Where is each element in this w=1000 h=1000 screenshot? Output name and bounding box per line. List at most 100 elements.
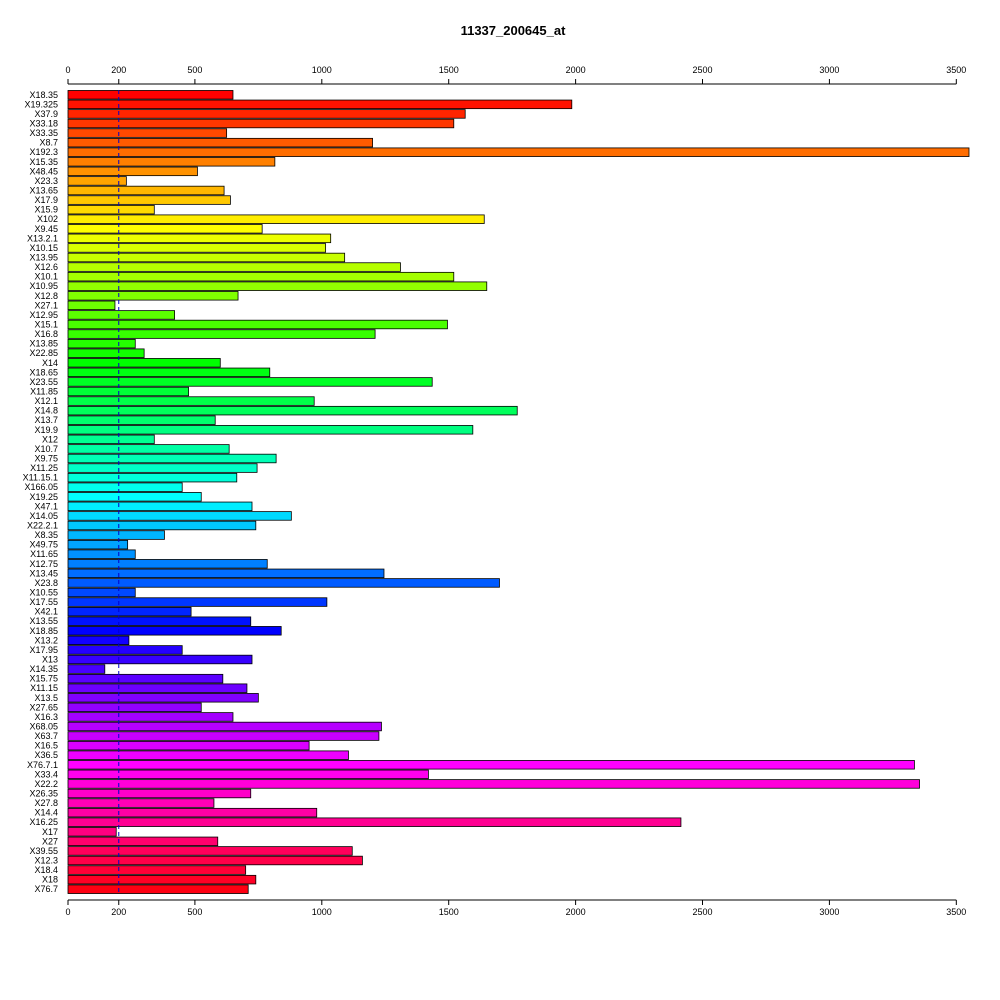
category-label: X12.6 xyxy=(34,262,58,272)
bottom-tick-label: 0 xyxy=(65,907,70,917)
bar xyxy=(67,367,271,378)
category-label: X15.1 xyxy=(34,320,58,330)
bottom-tick-label: 2000 xyxy=(566,907,586,917)
category-label: X27 xyxy=(42,836,58,846)
category-label: X17.9 xyxy=(34,195,58,205)
bar xyxy=(67,415,216,425)
category-label: X18 xyxy=(42,875,58,885)
category-label: X22.2.1 xyxy=(27,521,58,531)
bar xyxy=(67,664,106,674)
category-label: X14.05 xyxy=(29,511,58,521)
category-label: X13.2.1 xyxy=(27,233,58,243)
bar xyxy=(67,99,573,110)
category-label: X11.15 xyxy=(30,683,58,693)
top-tick-label: 2500 xyxy=(692,65,712,75)
bar xyxy=(67,750,349,760)
bottom-tick-label: 3500 xyxy=(946,907,966,917)
bar xyxy=(67,616,252,626)
bar xyxy=(67,807,318,818)
bar xyxy=(67,597,328,607)
bar xyxy=(67,243,327,253)
category-label: X11.85 xyxy=(30,387,58,397)
category-label: X13.45 xyxy=(29,568,58,578)
top-tick-label: 3500 xyxy=(946,65,966,75)
category-label: X17 xyxy=(42,827,58,837)
bar xyxy=(67,836,219,847)
bar xyxy=(67,827,117,837)
bar xyxy=(67,712,234,722)
bar xyxy=(67,90,234,100)
category-label: X11.15.1 xyxy=(23,473,58,483)
category-label: X23.3 xyxy=(34,176,58,186)
category-label: X18.85 xyxy=(29,626,58,636)
category-label: X49.75 xyxy=(29,540,58,550)
bar xyxy=(67,798,215,808)
bar xyxy=(67,721,382,732)
bar xyxy=(67,291,239,301)
category-label: X26.35 xyxy=(29,789,58,799)
category-label: X11.25 xyxy=(30,463,58,473)
bar xyxy=(67,319,448,330)
category-label: X13.65 xyxy=(29,186,58,196)
bar xyxy=(67,386,189,397)
category-label: X68.05 xyxy=(29,722,58,732)
top-tick-label: 200 xyxy=(111,65,126,75)
category-label: X8.7 xyxy=(39,138,58,148)
bar xyxy=(67,578,500,588)
category-label: X12.1 xyxy=(34,396,58,406)
category-label: X19.325 xyxy=(24,99,58,109)
bar xyxy=(67,157,276,167)
bar xyxy=(67,176,127,186)
category-label: X18.4 xyxy=(34,865,58,875)
top-tick-label: 2000 xyxy=(566,65,586,75)
bar xyxy=(67,817,682,827)
bar xyxy=(67,300,116,311)
bar xyxy=(67,463,258,473)
bar xyxy=(67,472,238,483)
category-label: X13.5 xyxy=(34,693,58,703)
category-label: X8.35 xyxy=(34,530,58,540)
category-label: X10.55 xyxy=(29,588,58,598)
bar xyxy=(67,214,485,224)
category-label: X76.7 xyxy=(34,884,58,894)
bar xyxy=(67,788,252,799)
category-label: X37.9 xyxy=(34,109,58,119)
bar xyxy=(67,673,224,684)
bottom-tick-label: 3000 xyxy=(819,907,839,917)
category-label: X16.5 xyxy=(34,741,58,751)
bar xyxy=(67,377,433,387)
category-label: X13.2 xyxy=(34,635,58,645)
bar xyxy=(67,740,310,751)
category-label: X76.7.1 xyxy=(27,760,58,770)
category-label: X13.95 xyxy=(29,253,58,263)
bar xyxy=(67,329,376,339)
category-label: X10.95 xyxy=(29,281,58,291)
category-label: X23.8 xyxy=(34,578,58,588)
category-label: X16.3 xyxy=(34,712,58,722)
bar xyxy=(67,606,192,617)
bar xyxy=(67,865,247,875)
category-label: X27.1 xyxy=(34,300,58,310)
bar xyxy=(67,520,257,531)
category-label: X63.7 xyxy=(34,731,58,741)
category-label: X23.55 xyxy=(29,377,58,387)
bar xyxy=(67,846,353,856)
category-label: X16.25 xyxy=(29,817,58,827)
bar xyxy=(67,549,136,559)
category-label: X11.65 xyxy=(30,549,58,559)
bar xyxy=(67,769,429,780)
bar xyxy=(67,224,263,234)
category-label: X9.45 xyxy=(34,224,58,234)
bar xyxy=(67,568,385,579)
category-label: X39.55 xyxy=(29,846,58,856)
category-label: X14.8 xyxy=(34,406,58,416)
bar xyxy=(67,444,230,454)
category-label: X10.15 xyxy=(29,243,58,253)
category-label: X166.05 xyxy=(24,482,58,492)
bar xyxy=(67,166,198,177)
top-tick-label: 1500 xyxy=(439,65,459,75)
category-labels: X18.35X19.325X37.9X33.18X33.35X8.7X192.3… xyxy=(23,90,58,894)
bottom-x-axis: 0 200 500 1000 1500 2000 2500 3000 3500 xyxy=(65,899,966,917)
category-label: X48.45 xyxy=(29,166,58,176)
bar xyxy=(67,281,488,291)
